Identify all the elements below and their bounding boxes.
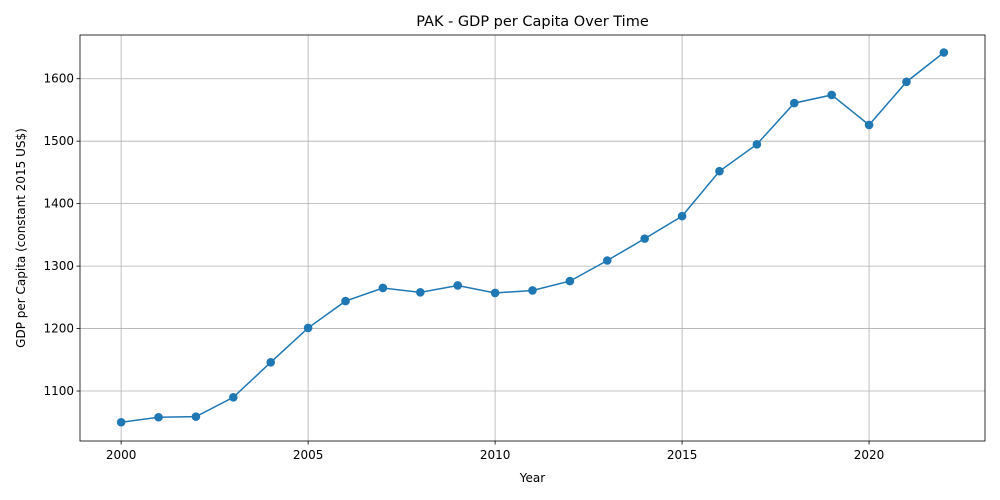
data-point [677,211,687,221]
data-point [266,358,276,367]
data-point [453,281,463,290]
x-tick-label: 2015 [667,448,698,462]
data-point [939,48,949,57]
data-point [229,392,238,402]
data-point [490,288,500,298]
data-point [565,276,575,286]
axis-ticks: 2000 2005 2010 2015 2020 1100 1200 1300 1400 1500… [43,72,884,462]
series-line [121,51,945,424]
data-point [752,140,762,149]
data-point [528,286,537,295]
grid [80,35,985,441]
x-tick-label: 2000 [106,448,137,462]
data-point [827,90,836,100]
y-tick-label: 1100 [43,384,74,398]
data-point [416,288,425,297]
data-point [715,166,724,176]
y-tick-label: 1600 [43,72,74,86]
data-point [341,296,350,306]
data-point [378,283,388,293]
y-tick-label: 1400 [43,197,74,211]
data-point [789,98,799,108]
data-point [303,323,313,333]
series-gdp-per-capita [116,48,949,427]
y-tick-label: 1500 [43,134,74,148]
chart-title: PAK - GDP per Capita Over Time [416,14,649,30]
data-point [902,77,911,87]
y-axis-label: GDP per Capita (constant 2015 US$) [14,128,28,348]
x-tick-label: 2020 [854,448,885,462]
x-tick-label: 2005 [293,448,324,462]
data-point [602,256,612,265]
plot-frame [79,34,986,442]
x-axis-label: Year [519,471,545,485]
data-point [640,234,649,243]
x-tick-label: 2010 [480,448,511,462]
data-point [191,412,201,421]
data-point [154,412,163,422]
y-tick-label: 1300 [43,259,74,273]
y-tick-label: 1200 [43,322,74,336]
data-point [116,417,126,427]
data-point [864,120,874,130]
